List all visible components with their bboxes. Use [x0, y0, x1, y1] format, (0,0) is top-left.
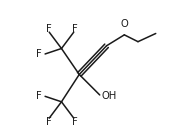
- Text: F: F: [46, 117, 51, 127]
- Text: O: O: [120, 19, 128, 29]
- Text: F: F: [46, 24, 51, 34]
- Text: F: F: [36, 49, 42, 59]
- Text: F: F: [36, 91, 42, 101]
- Text: F: F: [72, 117, 77, 127]
- Text: OH: OH: [102, 91, 117, 101]
- Text: F: F: [72, 24, 77, 34]
